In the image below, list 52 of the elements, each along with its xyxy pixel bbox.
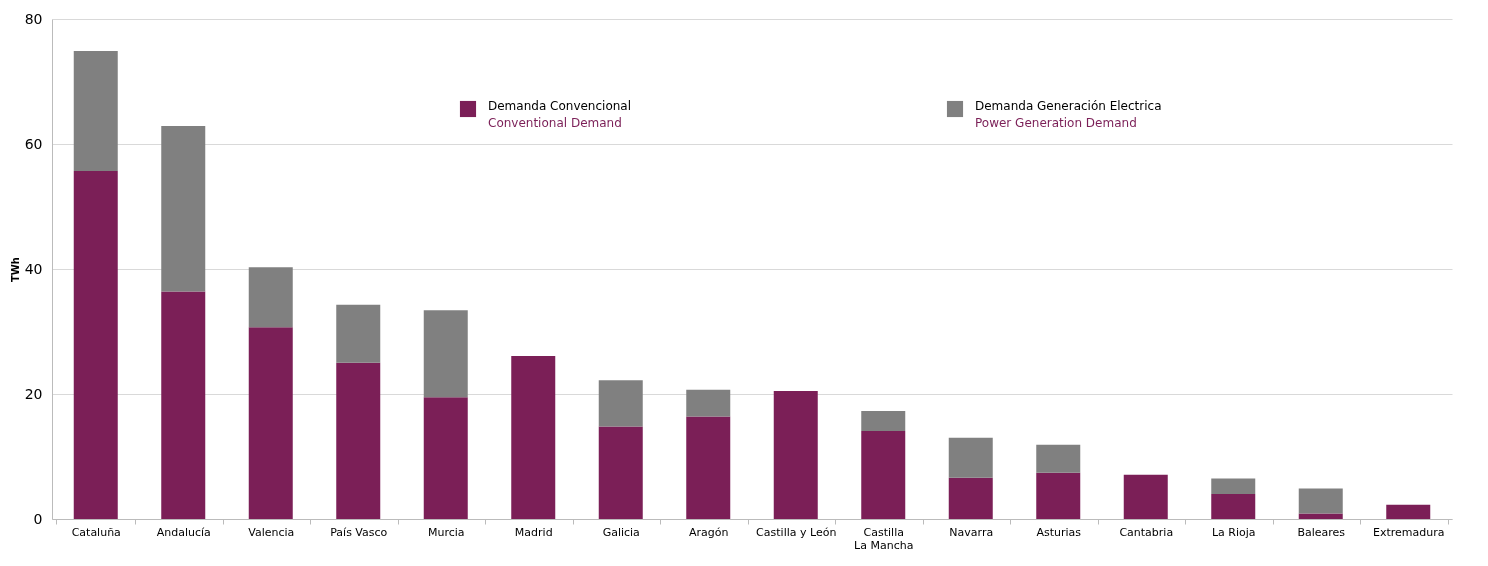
x-tick-label: País Vasco (330, 525, 388, 539)
bar (1211, 494, 1256, 519)
y-tick-label: 80 (24, 10, 43, 27)
bar (948, 477, 993, 519)
bar (686, 389, 731, 417)
bar (73, 50, 118, 171)
bar (336, 362, 381, 519)
x-tick-label: Madrid (514, 525, 553, 539)
bar (1386, 504, 1431, 519)
x-tick-label: Castilla y León (756, 525, 837, 539)
bar (861, 430, 906, 519)
y-tick-label: 0 (33, 510, 43, 527)
x-tick-label: Cantabria (1119, 525, 1174, 539)
bar (336, 304, 381, 363)
bar (1298, 488, 1343, 514)
bar (773, 390, 818, 519)
bar (73, 170, 118, 519)
bar (598, 380, 643, 427)
x-tick-label: Navarra (949, 525, 994, 539)
legend-label: Demanda Generación Electrica Power Generation Demand (975, 99, 1162, 130)
legend-label: Demanda Convencional Conventional Demand (488, 99, 632, 130)
x-tick-label: Valencia (248, 525, 295, 539)
x-tick-label: Andalucía (156, 525, 211, 539)
bar (598, 426, 643, 519)
bar (511, 355, 556, 519)
x-tick-label: Galicia (602, 525, 640, 539)
x-tick-label: La Rioja (1211, 525, 1256, 539)
x-tick-label: Asturias (1036, 525, 1082, 539)
y-tick-label: 20 (24, 385, 43, 402)
bar (1298, 513, 1343, 519)
bar (248, 327, 293, 519)
bar (1123, 474, 1168, 519)
bar (161, 125, 206, 292)
y-tick-label: 40 (24, 260, 43, 277)
bar (248, 267, 293, 328)
bar (161, 291, 206, 519)
bar (423, 397, 468, 519)
x-tick-label: Extremadura (1373, 525, 1445, 539)
bar (1211, 478, 1256, 494)
bar (1036, 444, 1081, 473)
x-tick-label: Aragón (689, 525, 729, 539)
bar (1036, 472, 1081, 519)
bar (861, 410, 906, 431)
x-tick-label: Castilla La Mancha (854, 525, 914, 552)
bar (423, 310, 468, 398)
x-tick-label: Cataluña (71, 525, 121, 539)
y-axis-title: TWh (9, 257, 21, 282)
bar (948, 437, 993, 478)
x-tick-label: Murcia (427, 525, 465, 539)
bar (686, 416, 731, 519)
x-tick-label: Baleares (1297, 525, 1346, 539)
y-tick-label: 60 (24, 135, 43, 152)
